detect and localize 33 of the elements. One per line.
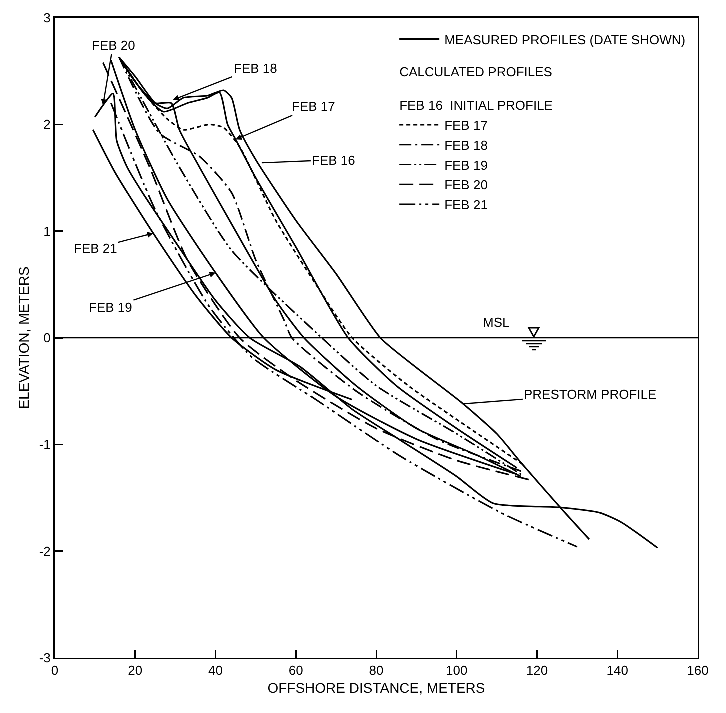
y-tick-label: -3 [39, 650, 51, 666]
ref-line-label: MSL [483, 315, 510, 330]
legend-label: FEB 20 [444, 178, 488, 193]
annotation: FEB 17 [292, 99, 336, 114]
annotation: FEB 19 [89, 300, 132, 315]
x-tick-label: 80 [369, 663, 384, 678]
y-tick-label: -2 [39, 544, 51, 559]
y-tick-label: 2 [44, 117, 51, 132]
x-tick-label: 160 [687, 663, 709, 678]
legend-label: FEB 18 [444, 138, 488, 153]
x-tick-label: 140 [606, 663, 628, 678]
legend-label: FEB 17 [444, 118, 488, 134]
y-tick-label: -1 [39, 437, 51, 452]
legend-label: FEB 19 [444, 158, 488, 173]
annotation: FEB 16 INITIAL PROFILE [400, 98, 554, 114]
legend-label: FEB 21 [444, 198, 488, 213]
legend-label: MEASURED PROFILES (DATE SHOWN) [444, 32, 686, 48]
x-tick-label: 40 [208, 663, 223, 678]
legend-title: CALCULATED PROFILES [400, 64, 553, 80]
annotation: PRESTORM PROFILE [524, 387, 657, 402]
x-tick-label: 60 [288, 663, 304, 678]
y-axis-title: ELEVATION, METERS [16, 266, 32, 410]
annotation: FEB 16 [312, 153, 356, 168]
annotation: FEB 18 [234, 61, 278, 76]
annotation: FEB 20 [92, 38, 136, 53]
x-tick-label: 100 [446, 663, 468, 678]
annotation: FEB 21 [74, 241, 118, 256]
x-tick-label: 120 [526, 663, 548, 678]
y-tick-label: 3 [44, 10, 51, 26]
y-tick-label: 0 [44, 330, 51, 346]
y-tick-label: 1 [44, 224, 51, 239]
x-axis-title: OFFSHORE DISTANCE, METERS [268, 680, 486, 696]
x-tick-label: 20 [128, 663, 143, 678]
